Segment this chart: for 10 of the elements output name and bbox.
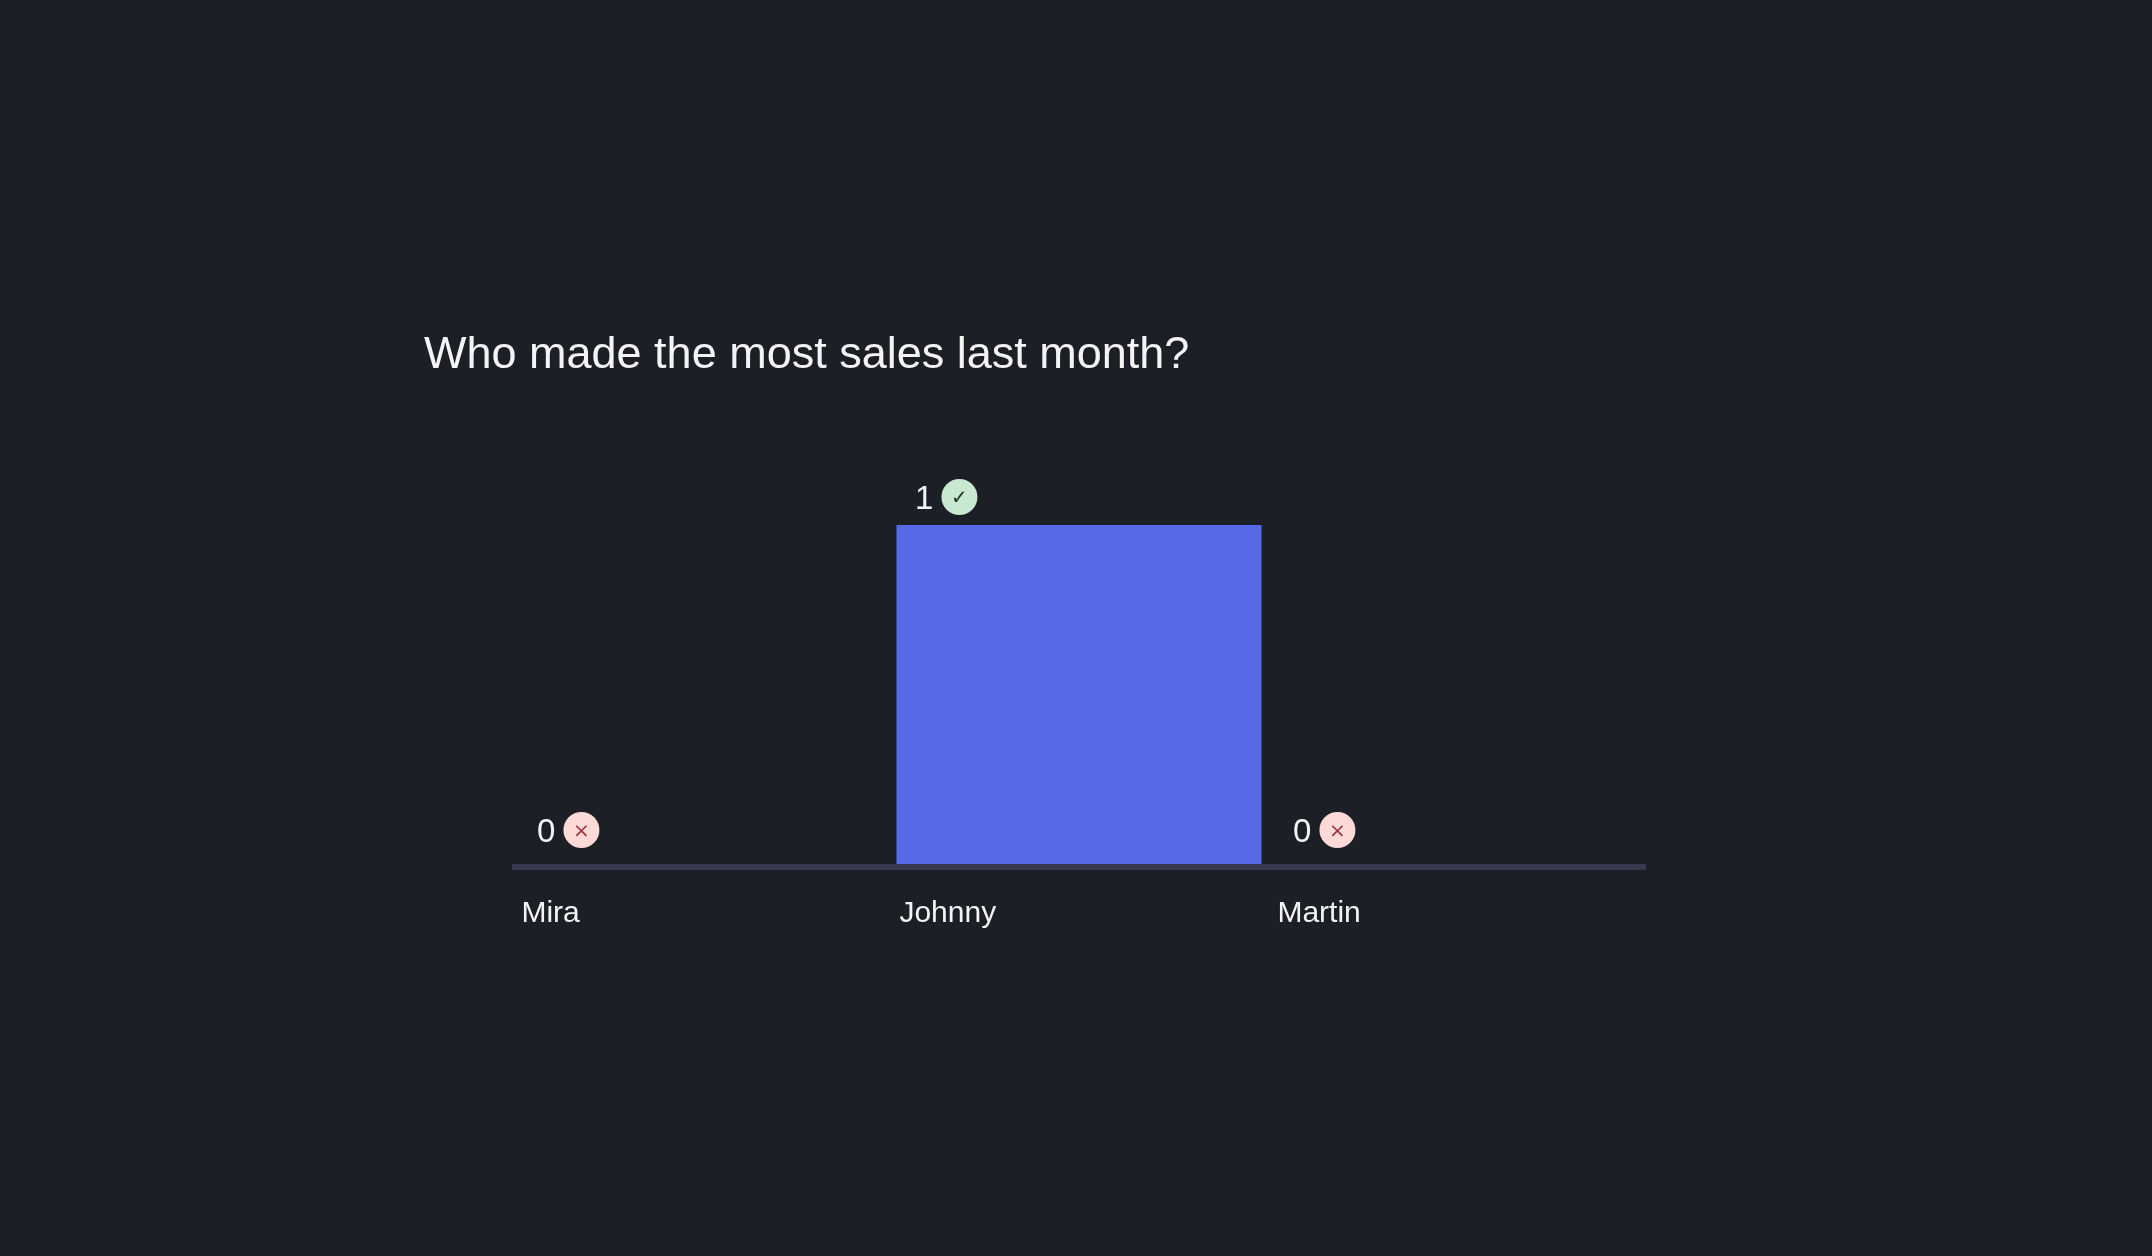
data-label: 0	[1293, 812, 1312, 849]
x-tick-label: Johnny	[899, 895, 997, 928]
annotation: ×	[1329, 818, 1346, 842]
x-tick-label: Mira	[521, 895, 581, 928]
annotation: ✓	[951, 485, 968, 509]
annotation: ×	[573, 818, 590, 842]
data-label: 0	[537, 812, 556, 849]
chart-title: Who made the most sales last month?	[424, 326, 1190, 378]
x-tick-label: Martin	[1277, 895, 1361, 928]
data-label: 1	[915, 479, 934, 516]
